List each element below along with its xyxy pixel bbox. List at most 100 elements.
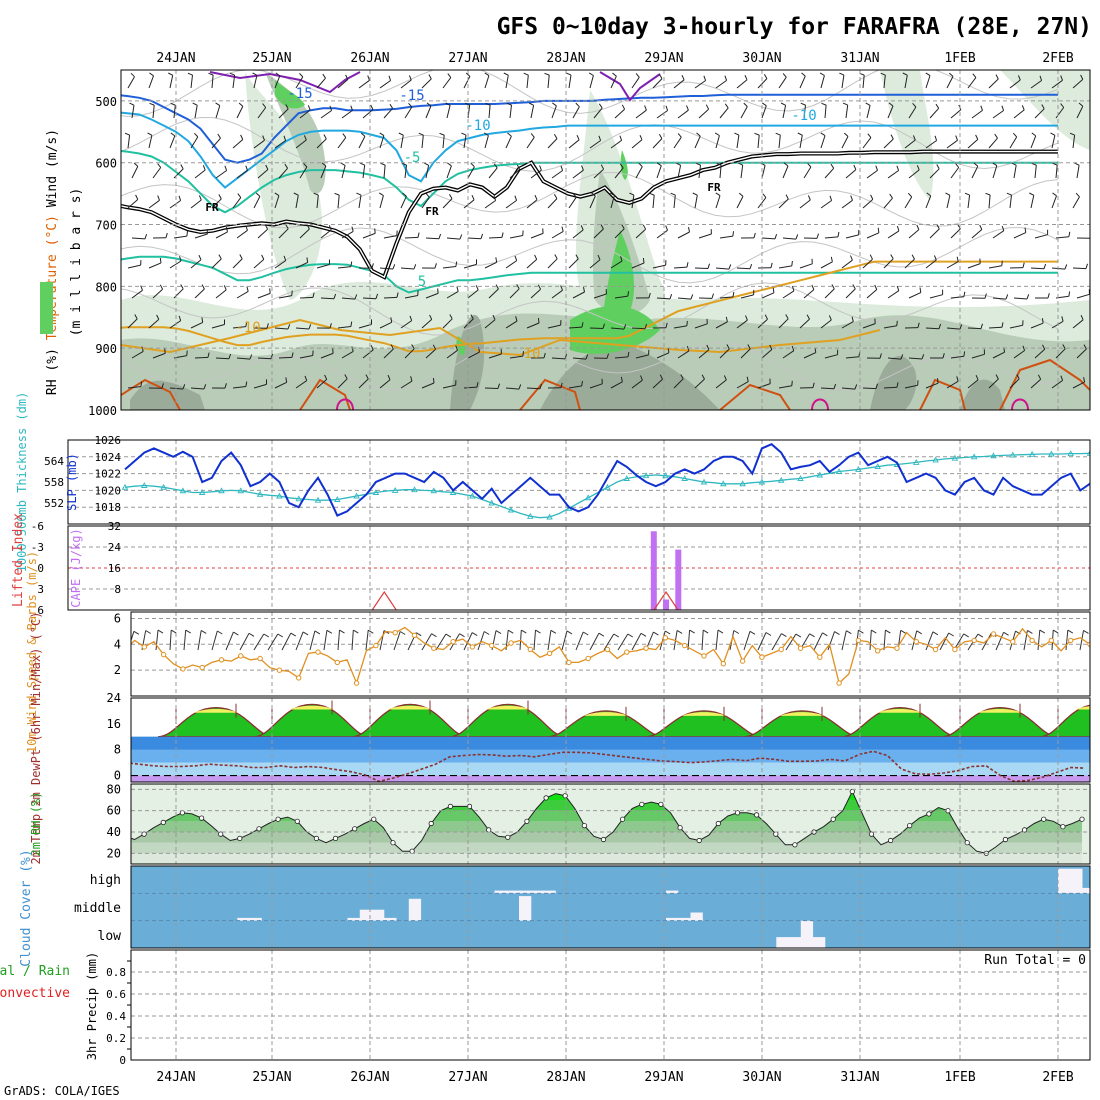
wind-barb-flag [503, 72, 509, 76]
wind-barb [845, 105, 849, 119]
wind-barb [316, 264, 330, 269]
wind-barb-flag [198, 195, 202, 201]
wind-barb-flag [1039, 75, 1043, 81]
wind-barb-flag [689, 629, 695, 634]
precip-tick: 0.6 [106, 988, 126, 1001]
wind-barb-flag [975, 375, 979, 380]
wind-barb [887, 105, 894, 119]
wind-barb-flag [644, 323, 648, 329]
wind-barb-flag [686, 320, 688, 326]
wind-barb [698, 165, 701, 179]
precip-tick: 0.2 [106, 1032, 126, 1045]
wind-barb [862, 137, 872, 149]
wind-barb [484, 319, 496, 329]
wind-barb [778, 76, 787, 89]
wind-barb-flag [186, 231, 188, 237]
wind-barb [950, 355, 964, 359]
wind-barb [950, 109, 962, 119]
wind-barb [1055, 348, 1066, 359]
precip-convective-label: Convective [0, 986, 70, 1001]
wind-barb-flag [973, 162, 979, 167]
temp-peak-highlight [1076, 706, 1090, 710]
wind-barb [533, 630, 536, 651]
wind-barb [404, 236, 419, 239]
wind-barb [127, 318, 138, 329]
wind-speed-marker [1068, 637, 1074, 644]
bottom-date-label: 1FEB [944, 1070, 975, 1085]
wind-barb [761, 165, 766, 179]
bottom-date-label: 2FEB [1042, 1070, 1073, 1085]
wind-barb [148, 199, 160, 209]
wind-barb [225, 631, 234, 651]
bottom-date-label: 30JAN [742, 1070, 781, 1085]
wind-barb-flag [839, 72, 845, 76]
wind-speed-marker [1029, 637, 1035, 644]
wind-barb [673, 266, 688, 269]
wind-barb [446, 349, 458, 359]
wind-barb [365, 630, 369, 651]
wind-barb-flag [1080, 74, 1084, 80]
wind-barb [1009, 195, 1012, 209]
wind-barb-flag [261, 254, 265, 260]
wind-barb [1034, 348, 1046, 359]
thickness-marker [237, 487, 245, 494]
cloud-segment [800, 920, 814, 948]
wind-barb [505, 260, 517, 269]
thickness-marker [488, 499, 495, 506]
wind-barb [656, 229, 668, 239]
wind-barb [484, 200, 496, 209]
temp2m-tick: 24 [107, 691, 121, 705]
wind-barb-flag [560, 285, 563, 291]
temp-band [131, 749, 1090, 763]
rh2m-marker [868, 831, 875, 837]
wind-barb-flag [157, 629, 164, 634]
wind-barb-flag [178, 195, 182, 201]
wind-barb [1030, 378, 1042, 389]
wind-barb [967, 195, 971, 209]
temperature-contour [336, 398, 354, 410]
wind-barb [337, 326, 351, 329]
wind-barb [757, 197, 767, 209]
wind-barb-flag [429, 314, 433, 320]
wind-barb [610, 139, 622, 149]
wind-barb [484, 387, 499, 389]
wind-barb [442, 77, 452, 89]
wind-speed-marker [875, 648, 881, 654]
precip-frame [130, 949, 1091, 1061]
wind-barb [1076, 293, 1090, 299]
wind-barb-flag [984, 293, 987, 299]
wind-barb-flag [507, 629, 514, 634]
wind-barb-flag [707, 263, 710, 269]
thickness-marker [218, 487, 225, 494]
wind-barb-flag [326, 629, 333, 634]
wind-barb [610, 195, 615, 209]
rh2m-marker [275, 816, 281, 822]
wind-barb-flag [576, 134, 580, 141]
temp2m-plot [131, 698, 1090, 782]
wind-barb-flag [896, 165, 900, 171]
wind-barb [274, 195, 280, 209]
wind-barb-flag [350, 261, 353, 267]
wind-barb [236, 106, 244, 119]
rh2m-marker [294, 818, 300, 824]
wind-barb [677, 231, 690, 239]
wind-barb [635, 166, 643, 179]
wind-barb [866, 289, 878, 299]
rh2m-marker [619, 816, 626, 822]
wind-barb-flag [1047, 293, 1050, 299]
rh2m-marker [390, 840, 396, 846]
wind-barb [782, 290, 795, 299]
wind-barb-flag [902, 72, 908, 76]
wind-barb [169, 260, 182, 269]
wind-barb-flag [202, 165, 206, 171]
wind-barb [257, 169, 269, 179]
thickness-marker [430, 487, 438, 494]
wind-barb-flag [1078, 102, 1084, 107]
thickness-tick: 564 [44, 455, 64, 468]
thickness-marker [527, 512, 534, 519]
wind-barb-flag [432, 377, 435, 384]
top-date-label: 2FEB [1042, 51, 1073, 66]
wind-barb [673, 325, 687, 329]
temperature-contour [121, 93, 1058, 164]
